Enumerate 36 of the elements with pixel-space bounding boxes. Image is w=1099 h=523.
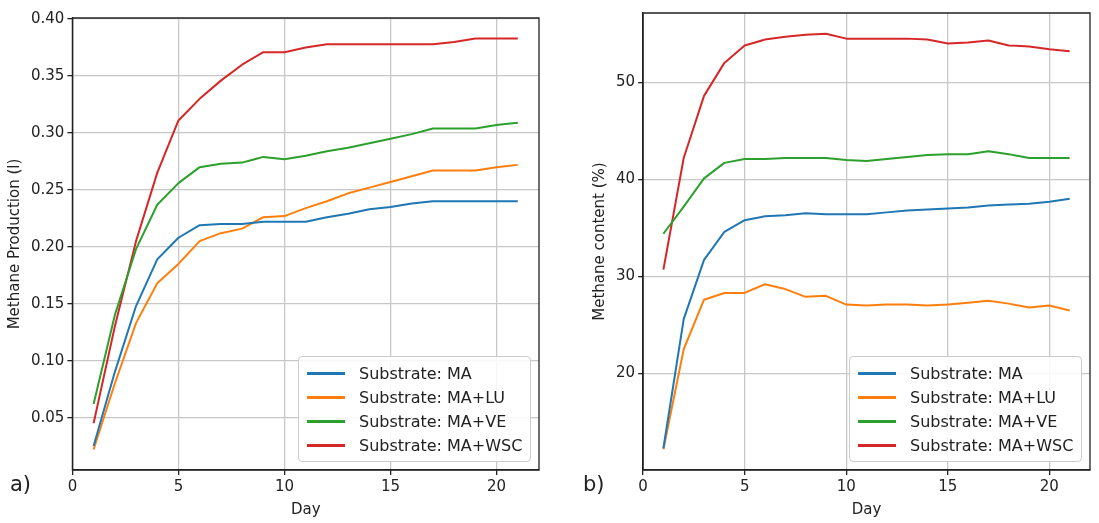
x-tick-label: 5 bbox=[739, 476, 750, 495]
legend-label: Substrate: MA+VE bbox=[910, 411, 1058, 431]
y-tick-label: 20 bbox=[615, 363, 636, 382]
x-tick-label: 10 bbox=[274, 476, 295, 495]
y-tick-label: 50 bbox=[615, 72, 636, 91]
x-axis-title: Day bbox=[290, 499, 321, 518]
legend-label: Substrate: MA+LU bbox=[910, 387, 1057, 407]
y-tick-label: 0.25 bbox=[30, 179, 65, 198]
x-axis-title: Day bbox=[851, 499, 882, 518]
legend-label: Substrate: MA+WSC bbox=[910, 435, 1074, 455]
y-axis-title: Methane content (%) bbox=[589, 162, 608, 321]
y-tick-label: 0.20 bbox=[30, 236, 65, 255]
text: a) bbox=[10, 472, 32, 496]
y-axis-title: Methane Production (l) bbox=[4, 158, 23, 330]
y-tick-label: 0.05 bbox=[30, 407, 65, 426]
y-tick-label: 0.40 bbox=[30, 9, 65, 28]
y-tick-label: 0.35 bbox=[30, 65, 65, 84]
x-tick-label: 15 bbox=[938, 476, 958, 495]
legend-label: Substrate: MA bbox=[910, 363, 1023, 383]
x-tick-label: 0 bbox=[67, 476, 78, 495]
legend-label: Substrate: MA bbox=[359, 363, 472, 383]
y-tick-label: 0.10 bbox=[30, 350, 65, 369]
legend-label: Substrate: MA+LU bbox=[359, 387, 506, 407]
text: b) bbox=[583, 472, 605, 496]
legend-label: Substrate: MA+WSC bbox=[359, 435, 523, 455]
y-tick-label: 30 bbox=[615, 266, 636, 285]
x-tick-label: 15 bbox=[380, 476, 401, 495]
y-tick-label: 0.15 bbox=[30, 293, 65, 312]
x-tick-label: 10 bbox=[836, 476, 856, 495]
legend-label: Substrate: MA+VE bbox=[359, 411, 507, 431]
x-tick-label: 20 bbox=[1039, 476, 1059, 495]
x-tick-label: 20 bbox=[487, 476, 507, 495]
y-tick-label: 0.30 bbox=[30, 122, 65, 141]
x-tick-label: 5 bbox=[173, 476, 184, 495]
y-tick-label: 40 bbox=[615, 169, 636, 188]
x-tick-label: 0 bbox=[638, 476, 648, 495]
